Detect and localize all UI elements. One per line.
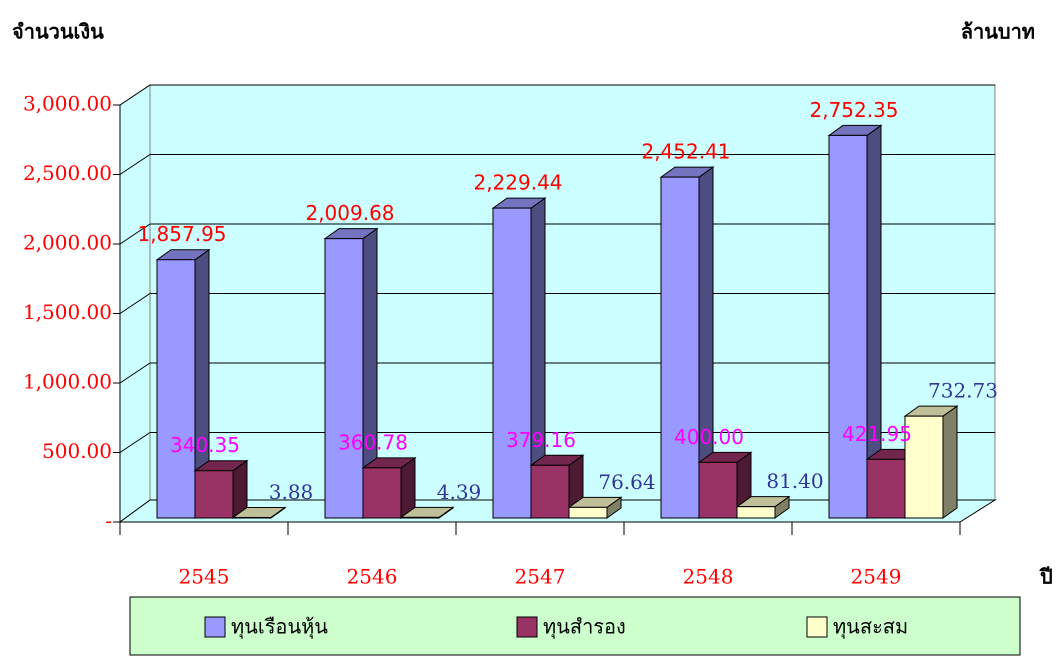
- bar-front: [660, 176, 700, 519]
- bar: [155, 248, 211, 519]
- bar: [827, 124, 883, 519]
- grid-line: [119, 362, 151, 384]
- bar: [231, 506, 287, 519]
- bar: [529, 454, 585, 519]
- x-axis-title: ปี: [1039, 565, 1053, 589]
- value-label: 360.78: [338, 430, 408, 454]
- bar-front: [492, 207, 532, 519]
- value-label: 732.73: [928, 379, 998, 403]
- value-label: 2,009.68: [305, 201, 394, 225]
- y-tick-label: 1,500.00: [23, 300, 112, 324]
- y-tick-label: 2,000.00: [23, 231, 112, 255]
- y-tick-label: 500.00: [42, 439, 112, 463]
- x-tick-label: 2545: [179, 565, 230, 589]
- legend-label: ทุนสะสม: [833, 615, 908, 640]
- value-label: 3.88: [269, 480, 314, 504]
- bar-front: [156, 259, 196, 519]
- value-label: 2,452.41: [641, 140, 730, 164]
- value-label: 421.95: [842, 422, 912, 446]
- bar: [491, 197, 547, 519]
- value-label: 379.16: [506, 428, 576, 452]
- bar-front: [736, 506, 776, 519]
- value-label: 340.35: [170, 433, 240, 457]
- bar-front: [530, 464, 570, 519]
- grid-line: [119, 223, 151, 245]
- bar-front: [568, 506, 608, 519]
- bar: [193, 459, 249, 519]
- legend-label: ทุนเรือนหุ้น: [231, 615, 328, 640]
- legend-swatch: [204, 616, 226, 638]
- bar: [903, 405, 959, 519]
- unit-label: ล้านบาท: [961, 20, 1035, 44]
- grid-line: [119, 154, 151, 175]
- legend-swatch: [516, 616, 538, 638]
- x-tick-label: 2549: [851, 565, 902, 589]
- y-axis-title: จำนวนเงิน: [12, 20, 104, 44]
- bar: [567, 496, 623, 519]
- bar-front: [400, 516, 440, 519]
- bar: [659, 166, 715, 519]
- bar: [323, 227, 379, 519]
- x-separators: [287, 522, 961, 535]
- value-label: 400.00: [674, 425, 744, 449]
- y-tick-label: 2,500.00: [23, 161, 112, 185]
- y-tick-label: 3,000.00: [23, 92, 112, 116]
- legend-label: ทุนสำรอง: [543, 615, 626, 640]
- legend-swatch: [806, 616, 828, 638]
- bar-front: [828, 134, 868, 519]
- bar: [735, 495, 791, 519]
- bar-front: [324, 238, 364, 519]
- bar-front: [362, 467, 402, 519]
- grid-line: [119, 84, 151, 106]
- value-label: 2,752.35: [809, 98, 898, 122]
- value-label: 1,857.95: [137, 222, 226, 246]
- bar-front: [194, 470, 234, 519]
- y-tick-label: 1,000.00: [23, 370, 112, 394]
- value-label: 2,229.44: [473, 171, 562, 195]
- value-label: 76.64: [598, 470, 655, 494]
- grid-line: [119, 432, 151, 453]
- grid-line: [119, 293, 151, 314]
- bar: [361, 456, 417, 519]
- bar-side: [942, 405, 958, 519]
- value-label: 4.39: [437, 480, 482, 504]
- bar-front: [232, 516, 272, 519]
- x-tick-label: 2548: [683, 565, 734, 589]
- value-label: 81.40: [766, 469, 823, 493]
- x-tick-label: 2547: [515, 565, 566, 589]
- bar-front: [698, 461, 738, 519]
- bar: [399, 506, 455, 519]
- bar-front: [904, 415, 944, 519]
- legend: [129, 596, 1021, 656]
- y-tick-label: -: [105, 509, 112, 533]
- bar-front: [866, 458, 906, 519]
- x-tick-label: 2546: [347, 565, 398, 589]
